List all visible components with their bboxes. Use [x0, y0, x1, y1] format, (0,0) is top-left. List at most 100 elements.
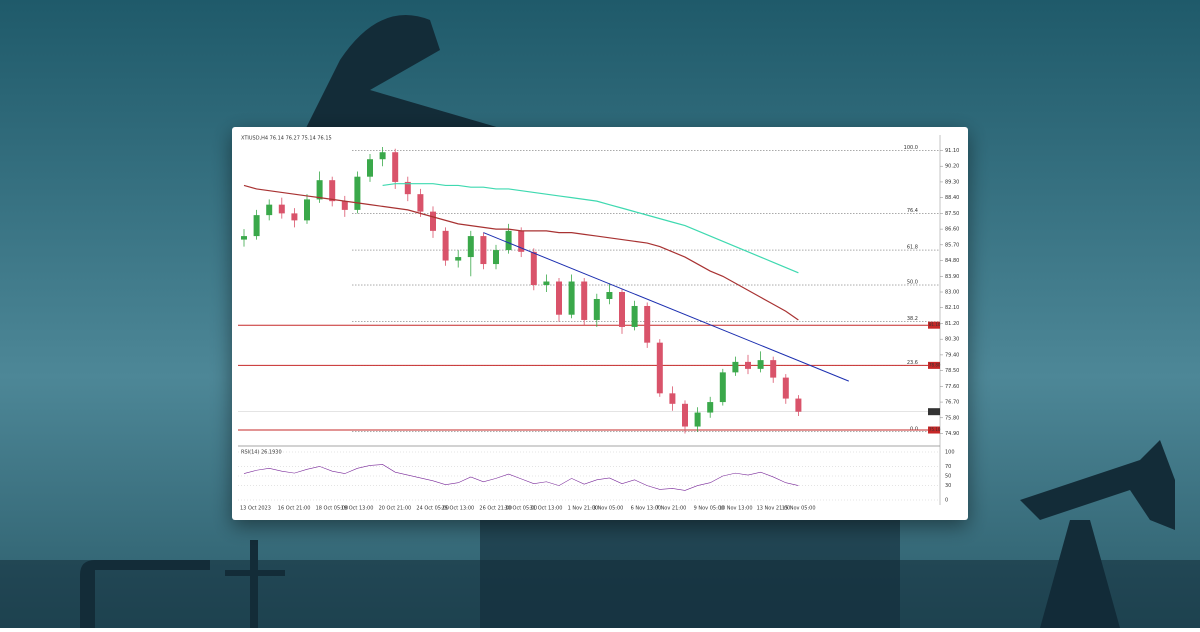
candle-body: [404, 181, 411, 195]
rsi-tick-label: 70: [945, 464, 951, 470]
y-tick-label: 91.10: [945, 148, 959, 154]
candle-body: [593, 298, 600, 320]
candle-body: [329, 180, 336, 202]
x-tick-label: 10 Nov 13:00: [719, 506, 753, 512]
candle-body: [379, 152, 386, 160]
x-tick-label: 30 Oct 05:00: [505, 506, 538, 512]
candle-body: [455, 257, 462, 261]
candle-body: [430, 211, 436, 231]
candle-body: [581, 281, 588, 320]
candle-body: [316, 180, 323, 200]
y-tick-label: 90.20: [945, 164, 959, 170]
candle-body: [367, 159, 373, 177]
candle-body: [341, 201, 348, 210]
x-tick-label: 3 Nov 05:00: [593, 506, 624, 512]
y-tick-label: 80.30: [945, 337, 959, 343]
x-tick-label: 24 Oct 05:00: [416, 506, 449, 512]
candle-body: [631, 305, 638, 327]
y-tick-label: 83.00: [945, 290, 959, 296]
x-tick-label: 9 Nov 05:00: [694, 506, 725, 512]
candle-body: [442, 230, 449, 261]
x-tick-label: 20 Oct 21:00: [379, 506, 412, 512]
last-price-tag: [928, 408, 940, 416]
candle-body: [656, 342, 663, 394]
y-tick-label: 77.60: [945, 384, 959, 390]
rsi-tick-label: 100: [945, 450, 955, 456]
candle-body: [795, 398, 802, 412]
candle-body: [719, 372, 726, 403]
level-tag: [928, 361, 940, 369]
level-tag: [928, 321, 940, 329]
x-tick-label: 26 Oct 21:00: [479, 506, 512, 512]
x-tick-label: 1 Nov 21:00: [568, 506, 599, 512]
moving-average: [382, 183, 799, 274]
y-tick-label: 83.90: [945, 274, 959, 280]
rsi-tick-label: 30: [945, 483, 951, 489]
x-tick-label: 7 Nov 21:00: [656, 506, 687, 512]
x-tick-label: 31 Oct 13:00: [530, 506, 563, 512]
y-tick-label: 84.80: [945, 258, 959, 264]
level-label: 78.80: [929, 362, 941, 367]
silhouettes: [0, 15, 1200, 628]
candle-body: [682, 403, 688, 427]
y-tick-label: 85.70: [945, 242, 959, 248]
candle-body: [304, 199, 310, 221]
x-tick-label: 19 Oct 13:00: [341, 506, 374, 512]
candle-body: [732, 361, 739, 373]
x-tick-label: 6 Nov 13:00: [631, 506, 662, 512]
fib-label: 50.0: [907, 280, 918, 286]
level-label: 81.10: [929, 322, 941, 327]
fib-label: 76.4: [907, 208, 918, 214]
level-label: 75.10: [929, 427, 941, 432]
x-tick-label: 15 Nov 05:00: [782, 506, 816, 512]
y-tick-label: 78.50: [945, 368, 959, 374]
chart-title: XTIUSD,H4 76.14 76.27 75.14 76.15: [241, 136, 332, 142]
y-tick-label: 82.10: [945, 305, 959, 311]
y-tick-label: 87.50: [945, 211, 959, 217]
candle-body: [556, 281, 562, 315]
fib-label: 23.6: [907, 360, 918, 366]
candle-body: [291, 213, 298, 221]
candle-body: [266, 204, 273, 216]
candle-body: [530, 251, 537, 286]
candle-body: [392, 152, 399, 182]
y-tick-label: 88.40: [945, 195, 959, 201]
x-tick-label: 13 Nov 21:00: [757, 506, 791, 512]
candle-body: [543, 281, 550, 286]
candle-body: [493, 250, 499, 265]
y-tick-label: 86.60: [945, 227, 959, 233]
y-tick-label: 79.40: [945, 352, 959, 358]
candle-body: [518, 230, 525, 252]
candle-body: [644, 305, 651, 343]
y-tick-label: 74.90: [945, 431, 959, 437]
candle-body: [782, 377, 789, 399]
candle-body: [253, 215, 260, 237]
candle-body: [757, 360, 764, 369]
candle-body: [480, 236, 487, 265]
x-tick-label: 25 Oct 13:00: [442, 506, 475, 512]
rsi-tick-label: 0: [945, 498, 948, 504]
trend-line: [483, 232, 849, 382]
candle-body: [467, 236, 474, 258]
candle-body: [606, 292, 613, 299]
candle-body: [354, 176, 361, 210]
candle-body: [694, 412, 701, 427]
x-tick-label: 18 Oct 05:00: [316, 506, 349, 512]
level-tag: [928, 426, 940, 434]
y-tick-label: 89.30: [945, 179, 959, 185]
chart-card: [232, 127, 968, 520]
rsi-tick-label: 50: [945, 474, 951, 480]
fib-label: 61.8: [907, 245, 918, 251]
y-tick-label: 75.80: [945, 415, 959, 421]
candle-body: [745, 361, 751, 369]
rsi-line: [243, 464, 799, 491]
candle-body: [669, 393, 676, 404]
x-tick-label: 13 Oct 2023: [240, 506, 271, 512]
fib-label: 38.2: [907, 316, 918, 322]
y-tick-label: 76.70: [945, 400, 959, 406]
fib-label: 100.0: [904, 145, 918, 151]
candle-body: [278, 204, 285, 214]
rsi-title: RSI(14) 26.1930: [241, 450, 282, 456]
last-price-label: 76.15: [929, 409, 941, 414]
